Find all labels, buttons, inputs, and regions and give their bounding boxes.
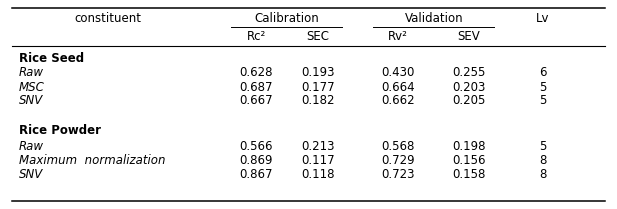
Text: 0.687: 0.687	[239, 80, 273, 93]
Text: 0.667: 0.667	[239, 94, 273, 107]
Text: 0.213: 0.213	[301, 139, 334, 153]
Text: 0.158: 0.158	[452, 167, 486, 181]
Text: 0.430: 0.430	[381, 66, 415, 79]
Text: 0.117: 0.117	[301, 153, 334, 167]
Text: 0.869: 0.869	[239, 153, 273, 167]
Text: 0.729: 0.729	[381, 153, 415, 167]
Text: 0.867: 0.867	[239, 167, 273, 181]
Text: constituent: constituent	[75, 11, 141, 24]
Text: 5: 5	[539, 94, 547, 107]
Text: Rc²: Rc²	[246, 31, 266, 43]
Text: 0.182: 0.182	[301, 94, 334, 107]
Text: 0.566: 0.566	[239, 139, 273, 153]
Text: Maximum  normalization: Maximum normalization	[19, 153, 165, 167]
Text: 0.205: 0.205	[452, 94, 486, 107]
Text: 6: 6	[539, 66, 547, 79]
Text: SEV: SEV	[458, 31, 480, 43]
Text: 0.177: 0.177	[301, 80, 334, 93]
Text: SNV: SNV	[19, 94, 43, 107]
Text: 0.118: 0.118	[301, 167, 334, 181]
Text: Rice Powder: Rice Powder	[19, 125, 101, 138]
Text: 8: 8	[539, 167, 547, 181]
Text: 0.664: 0.664	[381, 80, 415, 93]
Text: Rice Seed: Rice Seed	[19, 51, 84, 65]
Text: 0.193: 0.193	[301, 66, 334, 79]
Text: 0.203: 0.203	[452, 80, 486, 93]
Text: Lv: Lv	[536, 11, 550, 24]
Text: 8: 8	[539, 153, 547, 167]
Text: Raw: Raw	[19, 66, 44, 79]
Text: MSC: MSC	[19, 80, 44, 93]
Text: 0.662: 0.662	[381, 94, 415, 107]
Text: 0.198: 0.198	[452, 139, 486, 153]
Text: 0.723: 0.723	[381, 167, 415, 181]
Text: SNV: SNV	[19, 167, 43, 181]
Text: Raw: Raw	[19, 139, 44, 153]
Text: 0.156: 0.156	[452, 153, 486, 167]
Text: 0.628: 0.628	[239, 66, 273, 79]
Text: 0.255: 0.255	[452, 66, 486, 79]
Text: 5: 5	[539, 80, 547, 93]
Text: 5: 5	[539, 139, 547, 153]
Text: Calibration: Calibration	[255, 11, 319, 24]
Text: 0.568: 0.568	[381, 139, 415, 153]
Text: Rv²: Rv²	[388, 31, 408, 43]
Text: Validation: Validation	[404, 11, 463, 24]
Text: SEC: SEC	[306, 31, 329, 43]
